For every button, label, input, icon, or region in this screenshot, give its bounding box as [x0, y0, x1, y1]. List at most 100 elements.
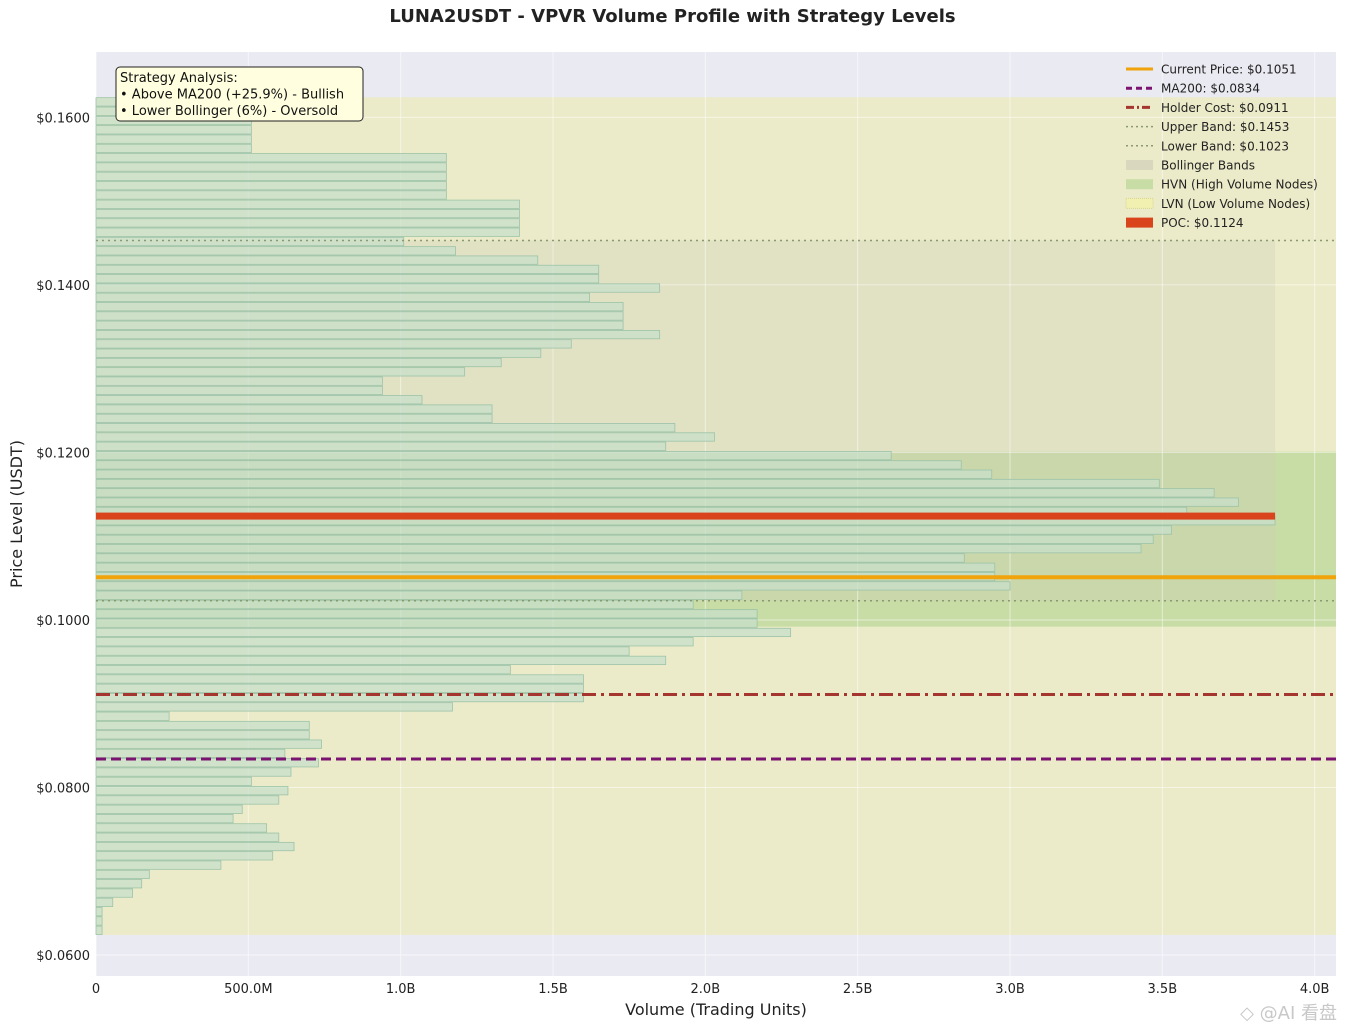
volume-bar — [95, 376, 383, 386]
volume-bar — [95, 385, 383, 396]
volume-bar — [95, 786, 289, 796]
volume-bar — [95, 330, 661, 340]
volume-bar — [95, 916, 103, 926]
legend-label: POC: $0.1124 — [1161, 216, 1244, 230]
x-tick-label: 1.0B — [386, 982, 416, 997]
volume-bar — [95, 190, 447, 200]
volume-bar — [95, 720, 310, 731]
volume-bar — [95, 637, 694, 647]
volume-bar — [95, 674, 584, 684]
x-tick-label: 3.5B — [1148, 982, 1178, 997]
legend-swatch-poc — [1126, 217, 1153, 228]
volume-bar — [95, 143, 252, 154]
volume-bar — [95, 227, 520, 237]
volume-bar — [95, 125, 252, 135]
volume-bar — [95, 451, 892, 461]
volume-bar — [95, 432, 715, 442]
volume-bar — [95, 357, 502, 368]
legend-label: LVN (Low Volume Nodes) — [1161, 197, 1310, 211]
x-tick-label: 500.0M — [224, 982, 272, 997]
legend-label: MA200: $0.0834 — [1161, 82, 1260, 96]
volume-bar — [95, 646, 630, 656]
volume-bar — [95, 218, 520, 228]
x-tick-label: 4.0B — [1300, 982, 1330, 997]
volume-bar — [95, 236, 405, 247]
volume-bar — [95, 562, 996, 572]
y-tick-label: $0.0600 — [36, 949, 90, 964]
legend-label: Bollinger Bands — [1161, 159, 1255, 173]
volume-bar — [95, 925, 103, 935]
volume-bar — [95, 730, 310, 740]
volume-bar — [95, 478, 1160, 489]
volume-bar — [95, 655, 667, 665]
x-axis-label: Volume (Trading Units) — [625, 1000, 807, 1019]
volume-bar — [95, 581, 1011, 591]
volume-bar — [95, 897, 114, 907]
volume-bar — [95, 208, 520, 219]
volume-bar — [95, 395, 423, 405]
volume-bar — [95, 404, 493, 414]
volume-bar — [95, 534, 1154, 544]
volume-bar — [95, 246, 456, 256]
legend-swatch-bollinger — [1126, 160, 1153, 170]
volume-bar — [95, 302, 624, 312]
volume-bar — [95, 162, 447, 172]
watermark: ◇ @AI 看盘 — [1240, 1003, 1337, 1024]
volume-bar — [95, 702, 453, 712]
volume-bar — [95, 413, 493, 423]
volume-bar — [95, 609, 758, 619]
x-tick-label: 0 — [92, 982, 100, 997]
volume-bar — [95, 274, 600, 284]
poc-bar — [96, 512, 1276, 520]
volume-bar — [95, 181, 447, 191]
annotation-box — [115, 66, 364, 122]
y-tick-label: $0.1600 — [36, 111, 90, 126]
y-tick-label: $0.1200 — [36, 446, 90, 461]
volume-bar — [95, 739, 322, 749]
volume-bar — [95, 488, 1215, 498]
volume-bar — [95, 367, 466, 377]
volume-bar — [95, 153, 447, 163]
annotation-line: • Above MA200 (+25.9%) - Bullish — [120, 88, 344, 103]
volume-bar — [95, 888, 133, 898]
volume-bar — [95, 544, 1142, 554]
x-tick-label: 1.5B — [538, 982, 568, 997]
volume-bar — [95, 795, 280, 805]
volume-bar — [95, 879, 143, 889]
volume-bar — [95, 171, 447, 181]
volume-bar — [95, 525, 1172, 535]
volume-bar — [95, 711, 170, 721]
volume-bar — [95, 553, 965, 563]
volume-bar — [95, 748, 286, 759]
volume-bar — [95, 441, 667, 451]
x-tick-label: 2.5B — [843, 982, 873, 997]
volume-bar — [95, 841, 295, 852]
volume-bar — [95, 283, 661, 293]
volume-bar — [95, 804, 243, 814]
y-tick-label: $0.0800 — [36, 782, 90, 797]
volume-bar — [95, 320, 624, 330]
y-axis-label: Price Level (USDT) — [7, 440, 26, 588]
volume-bar — [95, 339, 572, 349]
volume-bar — [95, 460, 962, 470]
legend-swatch-hvn — [1126, 179, 1153, 190]
volume-bar — [95, 767, 292, 777]
x-tick-label: 3.0B — [995, 982, 1025, 997]
legend-label: Current Price: $0.1051 — [1161, 63, 1297, 77]
legend-swatch-lvn — [1125, 197, 1154, 209]
volume-bar — [95, 134, 252, 144]
volume-bar — [95, 907, 103, 917]
volume-bar — [95, 264, 600, 275]
strategy-annotation: Strategy Analysis: • Above MA200 (+25.9%)… — [115, 66, 364, 122]
annotation-line: Strategy Analysis: — [120, 71, 238, 86]
y-axis-ticks: $0.0600 $0.0800 $0.1000 $0.1200 $0.1400 $0.16… — [36, 111, 90, 964]
volume-bar — [95, 599, 694, 610]
volume-bar — [95, 199, 520, 209]
chart-title: LUNA2USDT - VPVR Volume Profile with Str… — [389, 6, 956, 27]
level-lines — [96, 239, 1336, 761]
y-tick-label: $0.1400 — [36, 279, 90, 294]
volume-bar — [95, 311, 624, 321]
legend-label: HVN (High Volume Nodes) — [1161, 178, 1318, 192]
volume-bar — [95, 469, 993, 479]
